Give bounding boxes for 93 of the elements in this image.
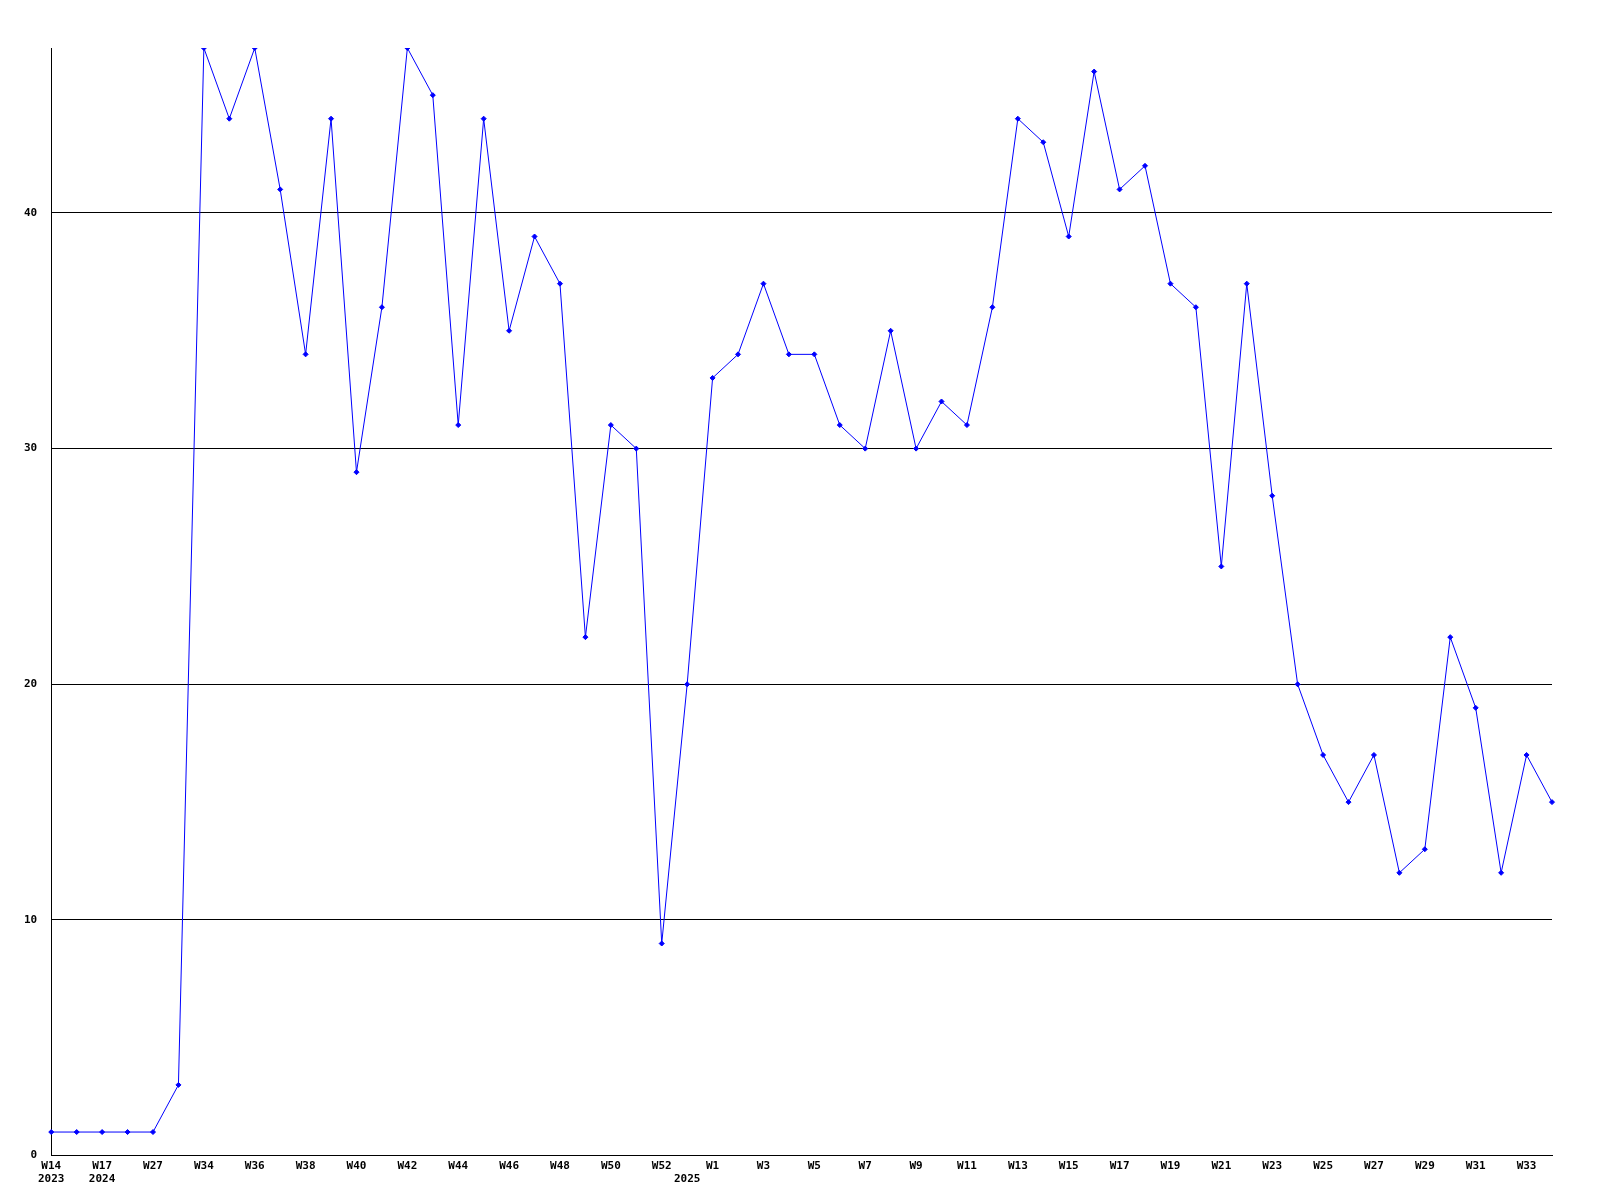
point [836,422,843,429]
point [1040,139,1047,146]
x-tick-label: W17 2024 [88,1159,116,1186]
point [1345,799,1352,806]
point [429,92,436,99]
x-tick-label: W33 [1516,1159,1537,1173]
x-tick-label: W7 [858,1159,872,1173]
x-tick-label: W21 [1211,1159,1232,1173]
point [607,422,614,429]
x-tick-label: W23 [1262,1159,1283,1173]
point [1498,869,1505,876]
x-tick-label: W48 [550,1159,570,1173]
x-tick-label: W40 [346,1159,367,1173]
point [149,1129,156,1136]
point [1091,68,1098,75]
point [887,327,894,334]
point [1192,304,1199,311]
x-tick-label: W14 2023 [38,1159,65,1186]
point [1065,233,1072,240]
y-tick-label: 10 [24,912,38,926]
point [811,351,818,358]
point [1447,634,1454,641]
point [124,1129,131,1136]
point [1396,869,1403,876]
point [480,115,487,122]
point [633,445,640,452]
point [785,351,792,358]
point [99,1129,106,1136]
point [506,327,513,334]
point [328,115,335,122]
point [938,398,945,405]
x-tick-label: W15 [1058,1159,1079,1173]
x-tick-label: W34 [193,1159,215,1173]
x-tick-label: W38 [295,1159,316,1173]
x-tick-label: W1 [705,1159,720,1173]
point [353,469,360,476]
point [1116,186,1123,193]
point [913,445,920,452]
point [1218,563,1225,570]
point [1472,704,1479,711]
x-tick-label: W29 [1414,1159,1435,1173]
point [1523,751,1530,758]
x-tick-label: W50 [600,1159,621,1173]
point [989,304,996,311]
point [1243,280,1250,287]
x-tick-label: W27 [1364,1159,1384,1173]
x-tick-label: W3 [756,1159,771,1173]
point [1142,162,1149,169]
point [1549,799,1555,806]
point [862,445,869,452]
point [73,1129,80,1136]
x-tick-label: W31 [1465,1159,1486,1173]
point [1294,681,1301,688]
y-tick-label: 20 [24,677,38,691]
x-tick-label: W11 [957,1159,978,1173]
point [48,1129,55,1136]
point [277,186,284,193]
x-tick-label: 2025 [673,1172,701,1186]
point [1320,751,1327,758]
x-tick-label: W42 [397,1159,418,1173]
y-tick-label: 30 [24,441,38,455]
x-tick-label: W13 [1007,1159,1028,1173]
x-tick-label: W5 [807,1159,821,1173]
point [302,351,309,358]
x-tick-label: W52 [651,1159,672,1173]
x-tick-label: W44 [448,1159,469,1173]
x-tick-label: W27 [143,1159,163,1173]
point [378,304,385,311]
point [1421,846,1428,853]
x-tick-label: W17 [1109,1159,1130,1173]
x-tick-label: W9 [909,1159,923,1173]
point [684,681,691,688]
point [735,351,742,358]
x-tick-label: W19 [1160,1159,1181,1173]
x-tick-label: W46 [499,1159,520,1173]
x-tick-label: W25 [1313,1159,1334,1173]
point [760,280,767,287]
point [658,940,665,947]
point [531,233,538,240]
point [709,374,716,381]
point [556,280,563,287]
y-tick-label: 0 [30,1148,38,1162]
y-tick-label: 40 [24,205,38,219]
point [455,422,462,429]
point [226,115,233,122]
point [1167,280,1174,287]
x-tick-label: W36 [244,1159,266,1173]
point [175,1081,182,1088]
point [963,422,970,429]
point [1014,115,1021,122]
point [582,634,589,641]
point [1269,492,1276,499]
point [1370,751,1377,758]
